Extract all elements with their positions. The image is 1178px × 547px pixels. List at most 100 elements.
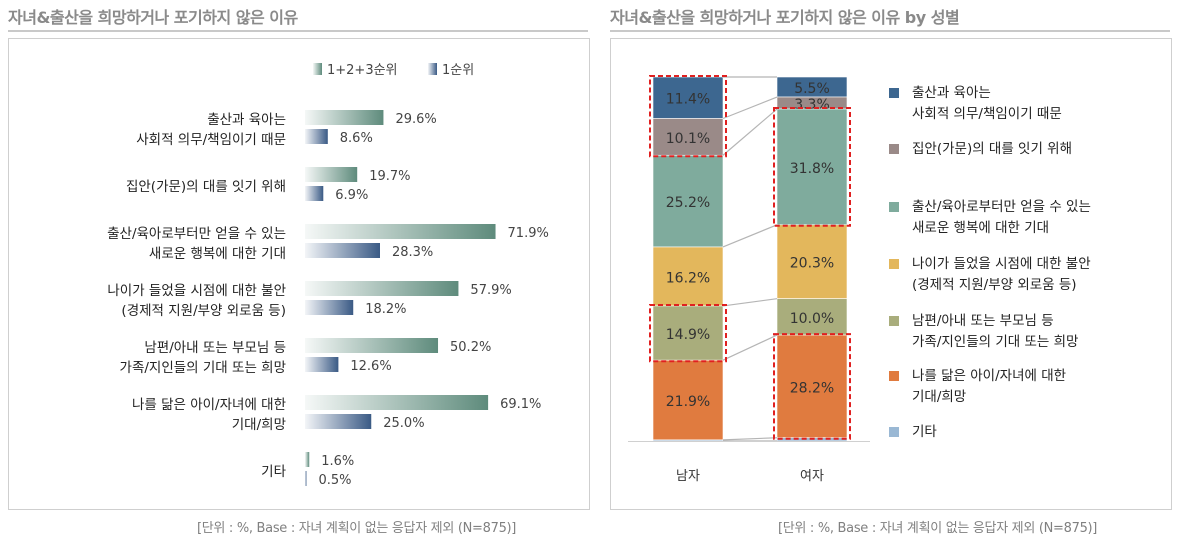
bar-rank1 xyxy=(305,414,372,429)
bar-rank1 xyxy=(305,471,307,486)
data-label-rank1: 6.9% xyxy=(335,188,368,203)
right-title-underline xyxy=(610,30,1170,32)
data-label-rank1: 12.6% xyxy=(350,359,391,374)
highlight-box xyxy=(773,107,851,227)
bar-rank1 xyxy=(305,300,354,315)
stack-segment xyxy=(776,298,848,336)
stack-segment xyxy=(652,76,724,119)
category-label: 가족/지인들의 기대 또는 희망 xyxy=(120,360,286,376)
legend-label: 기타 xyxy=(912,424,937,440)
connector-line xyxy=(722,224,778,248)
bar-rank1 xyxy=(305,186,324,201)
legend-swatch xyxy=(889,371,899,381)
data-label-top3: 69.1% xyxy=(500,397,541,412)
bar-rank1 xyxy=(305,243,380,258)
category-label: 나이가 들었을 시점에 대한 불안 xyxy=(107,283,286,299)
x-category-label: 여자 xyxy=(800,469,824,484)
legend-swatch xyxy=(889,88,899,98)
connector-line xyxy=(722,108,778,156)
data-label-rank1: 28.3% xyxy=(392,245,433,260)
category-label: 기타 xyxy=(261,464,286,480)
left-footnote: [단위 : %, Base : 자녀 계획이 없는 응답자 제외 (N=875)… xyxy=(197,521,517,536)
highlight-box xyxy=(649,303,727,363)
category-label: 집안(가문)의 대를 잇기 위해 xyxy=(126,179,286,195)
stack-data-label: 25.2% xyxy=(666,195,710,211)
stack-data-label: 10.1% xyxy=(666,131,710,147)
data-label-rank1: 25.0% xyxy=(383,416,424,431)
category-label: (경제적 지원/부양 외로움 등) xyxy=(121,303,286,319)
category-label: 새로운 행복에 대한 기대 xyxy=(149,246,286,262)
stack-data-label: 11.4% xyxy=(666,92,710,108)
data-label-rank1: 8.6% xyxy=(340,131,373,146)
stack-segment xyxy=(652,246,724,307)
stack-segment xyxy=(776,108,848,226)
legend-swatch xyxy=(889,202,899,212)
stack-data-label: 28.2% xyxy=(790,380,834,396)
stack-segment xyxy=(776,224,848,299)
legend-label: 출산/육아로부터만 얻을 수 있는 xyxy=(912,199,1091,215)
category-label: 사회적 의무/책임이기 때문 xyxy=(136,132,286,148)
x-category-label: 남자 xyxy=(676,469,700,484)
bar-rank1 xyxy=(305,129,328,144)
legend-label: 남편/아내 또는 부모님 등 xyxy=(912,313,1054,329)
stack-segment xyxy=(776,334,848,439)
legend-label: 사회적 의무/책임이기 때문 xyxy=(912,106,1062,122)
category-label: 출산과 육아는 xyxy=(207,112,286,128)
legend-swatch-rank1 xyxy=(428,63,437,75)
bar-top3 xyxy=(305,395,489,410)
legend-label: 새로운 행복에 대한 기대 xyxy=(912,220,1049,236)
data-label-top3: 57.9% xyxy=(470,283,511,298)
stack-data-label: 5.5% xyxy=(794,81,830,97)
legend-label-rank1: 1순위 xyxy=(442,63,474,78)
stack-segment xyxy=(652,439,724,442)
legend-swatch xyxy=(889,427,899,437)
left-chart-title: 자녀&출산을 희망하거나 포기하지 않은 이유 xyxy=(8,8,298,27)
legend-swatch xyxy=(889,259,899,269)
stack-data-label: 20.3% xyxy=(790,256,834,272)
bar-top3 xyxy=(305,452,310,467)
data-label-top3: 71.9% xyxy=(508,226,549,241)
stack-data-label: 14.9% xyxy=(666,327,710,343)
legend-label: 기대/희망 xyxy=(912,389,966,405)
legend-swatch xyxy=(889,144,899,154)
stack-data-label: 31.8% xyxy=(790,161,834,177)
stack-segment xyxy=(652,359,724,441)
data-label-top3: 29.6% xyxy=(395,112,436,127)
right-chart-title: 자녀&출산을 희망하거나 포기하지 않은 이유 by 성별 xyxy=(610,8,960,27)
stack-data-label: 16.2% xyxy=(666,270,710,286)
data-label-top3: 1.6% xyxy=(321,454,354,469)
category-label: 출산/육아로부터만 얻을 수 있는 xyxy=(107,226,286,242)
bar-top3 xyxy=(305,224,496,239)
data-label-rank1: 0.5% xyxy=(319,473,352,488)
connector-line xyxy=(722,437,778,441)
highlight-box xyxy=(649,75,727,158)
connector-line xyxy=(722,298,778,307)
category-label: 나를 닮은 아이/자녀에 대한 xyxy=(132,397,286,413)
category-label: 기대/희망 xyxy=(232,417,286,433)
bar-top3 xyxy=(305,110,384,125)
legend-label: 가족/지인들의 기대 또는 희망 xyxy=(912,334,1078,350)
left-chart-frame xyxy=(8,38,590,510)
legend-swatch-top3 xyxy=(313,63,322,75)
connector-line xyxy=(722,334,778,361)
bar-rank1 xyxy=(305,357,339,372)
legend-label: 나이가 들었을 시점에 대한 불안 xyxy=(912,256,1091,272)
connector-line xyxy=(722,96,778,120)
legend-label: 집안(가문)의 대를 잇기 위해 xyxy=(912,141,1072,157)
data-label-top3: 19.7% xyxy=(369,169,410,184)
bar-top3 xyxy=(305,338,439,353)
legend-swatch xyxy=(889,316,899,326)
stack-data-label: 10.0% xyxy=(790,311,834,327)
legend-label-top3: 1+2+3순위 xyxy=(327,63,398,78)
bar-top3 xyxy=(305,281,459,296)
legend-label: 출산과 육아는 xyxy=(912,85,991,101)
data-label-rank1: 18.2% xyxy=(365,302,406,317)
stack-data-label: 21.9% xyxy=(666,394,710,410)
category-label: 남편/아내 또는 부모님 등 xyxy=(144,340,286,356)
legend-label: 나를 닮은 아이/자녀에 대한 xyxy=(912,368,1066,384)
highlight-box xyxy=(773,333,851,440)
bar-top3 xyxy=(305,167,358,182)
right-footnote: [단위 : %, Base : 자녀 계획이 없는 응답자 제외 (N=875)… xyxy=(778,521,1098,536)
left-title-underline xyxy=(8,30,588,32)
